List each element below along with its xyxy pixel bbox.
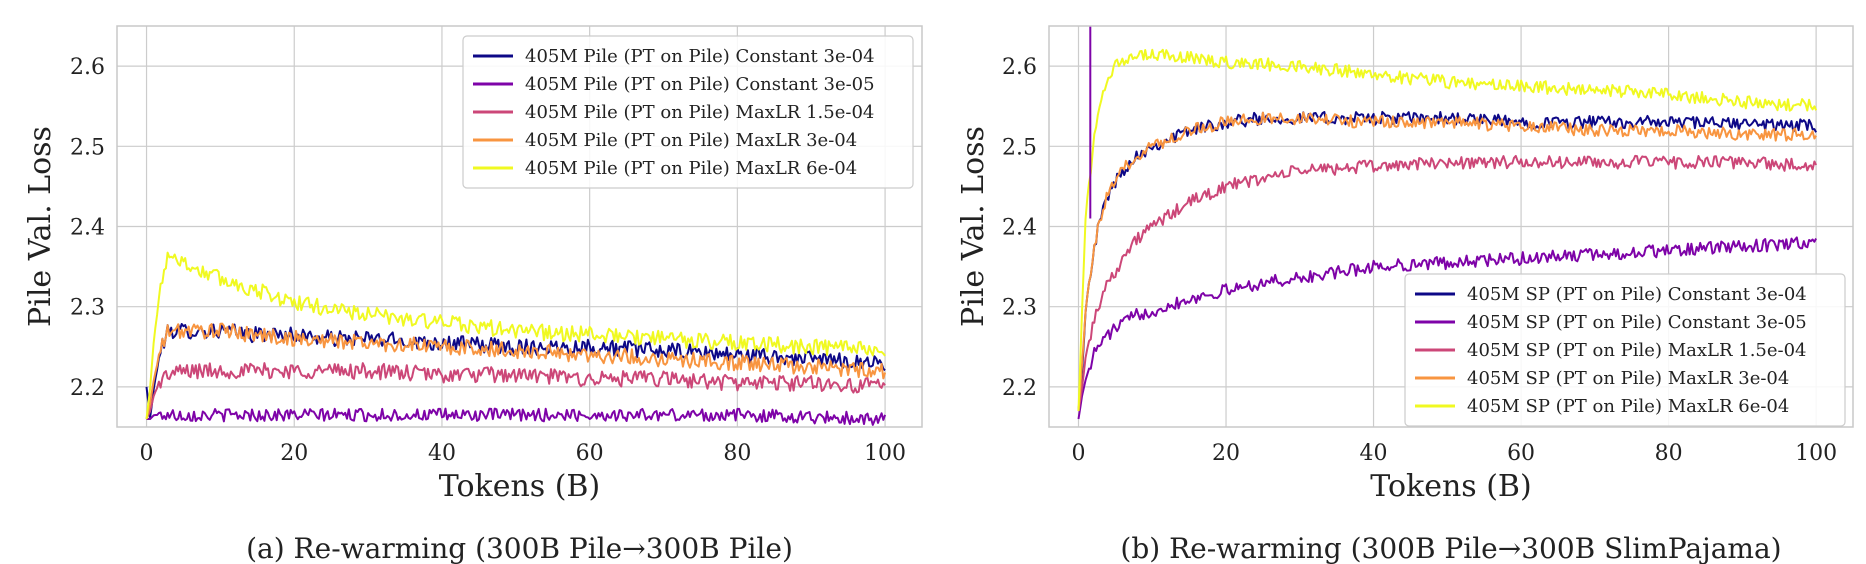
panel-b-y-tick-label-4: 2.6	[1002, 55, 1037, 80]
panel-a-x-tick-label-0: 0	[140, 441, 154, 466]
panel-b-series-line-4	[1077, 48, 1818, 412]
panel-a-y-ticks: 2.2 2.3 2.4 2.5 2.6	[70, 55, 105, 401]
panel-b-y-tick-label-1: 2.3	[1002, 296, 1037, 321]
panel-b-legend-box	[1404, 273, 1846, 427]
panel-a-x-axis-label: Tokens (B)	[439, 469, 600, 504]
panel-a-x-ticks: 0 20 40 60 80 100	[140, 441, 907, 466]
panel-a-legend-label-2: 405M Pile (PT on Pile) MaxLR 1.5e-04	[525, 102, 874, 123]
panel-a-series-line-4	[145, 251, 886, 420]
panel-b-series-line-0	[1077, 110, 1817, 412]
panel-a-series	[145, 251, 887, 426]
panel-b-legend-label-2: 405M SP (PT on Pile) MaxLR 1.5e-04	[1467, 340, 1807, 361]
panel-b-series-line-2	[1077, 154, 1817, 412]
panel-a-x-tick-label-1: 20	[280, 441, 308, 466]
panel-b-series	[1077, 26, 1818, 420]
panel-a-legend-label-3: 405M Pile (PT on Pile) MaxLR 3e-04	[525, 130, 857, 151]
panel-a-series-line-1	[146, 407, 887, 426]
panel-b-x-tick-label-4: 80	[1655, 441, 1683, 466]
panel-a-legend-box	[462, 35, 914, 189]
panel-b-y-tick-label-0: 2.2	[1002, 376, 1037, 401]
panel-b-y-axis-label: Pile Val. Loss	[956, 126, 991, 327]
panel-a-x-tick-label-2: 40	[428, 441, 456, 466]
panel-a-frame	[116, 25, 923, 428]
panel-b-legend-label-0: 405M SP (PT on Pile) Constant 3e-04	[1467, 284, 1807, 305]
panel-a-legend-label-0: 405M Pile (PT on Pile) Constant 3e-04	[525, 46, 875, 67]
panel-b-frame	[1048, 25, 1854, 428]
panel-b-series-line-1	[1077, 236, 1817, 420]
panel-a-x-tick-label-4: 80	[723, 441, 751, 466]
panel-a-legend: 405M Pile (PT on Pile) Constant 3e-04 405…	[462, 35, 914, 189]
panel-a-y-tick-label-0: 2.2	[70, 376, 105, 401]
panel-a-y-tick-label-1: 2.3	[70, 296, 105, 321]
panel-b-legend-label-4: 405M SP (PT on Pile) MaxLR 6e-04	[1467, 396, 1789, 417]
panel-b-x-tick-label-2: 40	[1360, 441, 1388, 466]
panel-b-legend-label-3: 405M SP (PT on Pile) MaxLR 3e-04	[1467, 368, 1789, 389]
panel-a-y-tick-label-4: 2.6	[70, 55, 105, 80]
panel-b-x-axis-label: Tokens (B)	[1370, 469, 1531, 504]
panel-a-x-tick-label-3: 60	[576, 441, 604, 466]
panel-a-y-axis-label: Pile Val. Loss	[23, 126, 58, 327]
panel-a-y-tick-label-2: 2.4	[70, 216, 105, 241]
panel-b-legend-label-1: 405M SP (PT on Pile) Constant 3e-05	[1467, 312, 1807, 333]
panel-b-x-tick-label-3: 60	[1507, 441, 1535, 466]
panel-a-caption: (a) Re-warming (300B Pile→300B Pile)	[246, 532, 793, 564]
panel-b-series-line-3	[1077, 111, 1817, 412]
panel-b-chart: 0 20 40 60 80 100 2.22.32.42.52.6 Tokens (B) …	[956, 25, 1854, 564]
panel-a-series-line-2	[145, 362, 886, 420]
panel-b-x-tick-label-5: 100	[1795, 441, 1837, 466]
panel-b-y-tick-label-2: 2.4	[1002, 216, 1037, 241]
panel-a-legend-label-1: 405M Pile (PT on Pile) Constant 3e-05	[525, 74, 875, 95]
panel-b-y-tick-label-3: 2.5	[1002, 135, 1037, 160]
panel-b-x-tick-label-1: 20	[1212, 441, 1240, 466]
panel-b-x-tick-label-0: 0	[1072, 441, 1086, 466]
panel-b-y-ticks: 2.2 2.3 2.4 2.5 2.6	[1002, 55, 1037, 401]
panel-a-series-line-3	[145, 322, 887, 420]
panel-a-x-tick-label-5: 100	[864, 441, 906, 466]
panel-b-caption: (b) Re-warming (300B Pile→300B SlimPajam…	[1120, 532, 1781, 564]
panel-b-legend: 405M SP (PT on Pile) Constant 3e-04 405M …	[1404, 273, 1846, 427]
panel-b-x-ticks: 0 20 40 60 80 100	[1072, 441, 1838, 466]
panel-a-y-tick-label-3: 2.5	[70, 135, 105, 160]
panel-a-chart: 0 20 40 60 80 100 2.22.32.42.52.6 Tokens (B) …	[23, 25, 923, 564]
panel-a-legend-label-4: 405M Pile (PT on Pile) MaxLR 6e-04	[525, 158, 857, 179]
